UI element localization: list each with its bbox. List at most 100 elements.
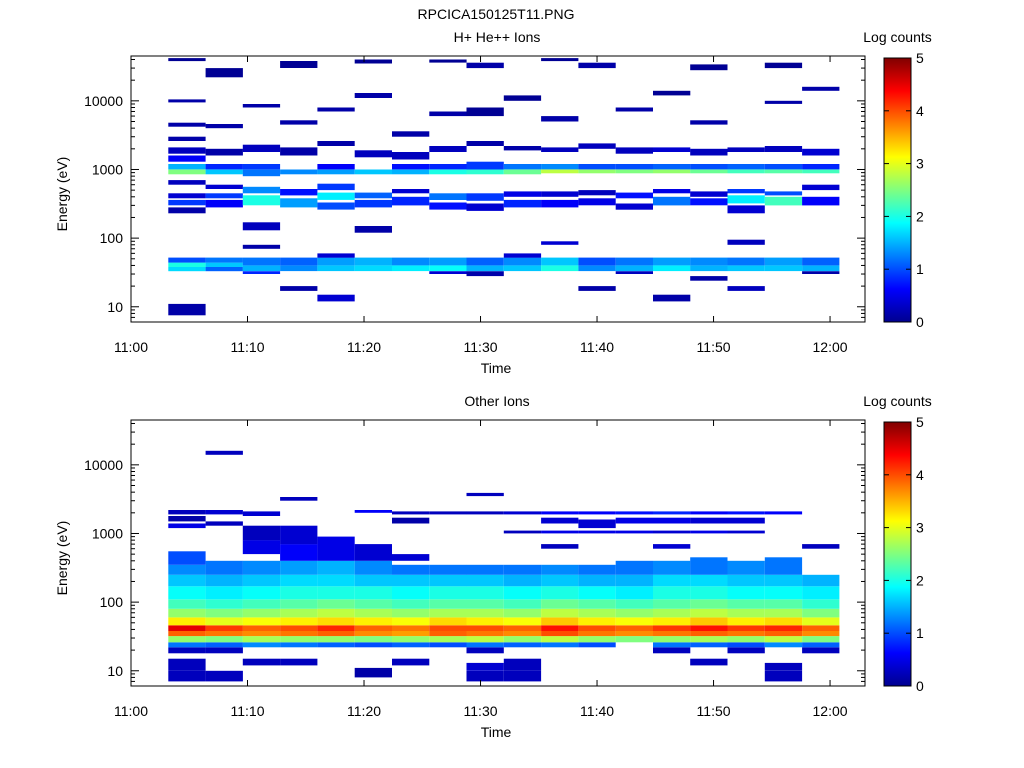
heatmap-cell — [354, 617, 392, 626]
heatmap-cell — [317, 192, 355, 200]
heatmap-cell — [764, 662, 803, 671]
heatmap-cell — [242, 560, 281, 575]
colorbar-tick-label: 1 — [916, 625, 924, 641]
heatmap-cell — [578, 143, 616, 149]
heatmap-cell — [727, 265, 765, 272]
heatmap-cell — [168, 523, 206, 529]
heatmap-cell — [317, 294, 355, 302]
heatmap-cell — [429, 625, 467, 631]
heatmap-cell — [615, 608, 653, 618]
heatmap-cell — [429, 193, 467, 200]
heatmap-cell — [802, 184, 840, 191]
heatmap-cell — [503, 631, 542, 637]
heatmap-cell — [392, 608, 430, 618]
heatmap-cell — [690, 608, 728, 618]
heatmap-cell — [764, 625, 803, 631]
heatmap-cell — [653, 147, 691, 152]
heatmap-cell — [205, 631, 243, 637]
heatmap-cell — [280, 61, 318, 68]
heatmap-cell — [578, 564, 616, 575]
heatmap-cell — [503, 636, 542, 643]
heatmap-cell — [802, 86, 840, 91]
heatmap-cell — [466, 271, 504, 277]
heatmap-cell — [578, 519, 616, 529]
heatmap-cell — [242, 658, 281, 666]
heatmap-cell — [205, 68, 243, 78]
heatmap-cell — [503, 530, 542, 534]
heatmap-cell — [802, 148, 840, 156]
heatmap-cell — [653, 642, 691, 648]
heatmap-cell — [280, 631, 318, 637]
heatmap-cell — [392, 617, 430, 626]
heatmap-cell — [727, 586, 765, 600]
heatmap-cell — [764, 62, 803, 69]
heatmap-cell — [429, 202, 467, 210]
heatmap-cell — [802, 647, 840, 654]
heatmap-cell — [764, 617, 803, 626]
x-tick-label: 12:00 — [813, 703, 848, 719]
heatmap-cell — [653, 517, 691, 524]
heatmap-cell — [280, 586, 318, 600]
heatmap-cell — [168, 586, 206, 600]
heatmap-cell — [354, 265, 392, 272]
heatmap-cell — [764, 511, 803, 515]
heatmap-cell — [205, 642, 243, 648]
heatmap-cell — [280, 265, 318, 272]
heatmap-cell — [690, 120, 728, 125]
heatmap-cell — [541, 544, 579, 549]
heatmap-cell — [354, 192, 392, 199]
heatmap-cell — [541, 164, 579, 170]
heatmap-cell — [205, 647, 243, 654]
heatmap-cell — [764, 196, 803, 206]
heatmap-cell — [541, 169, 579, 174]
heatmap-cell — [429, 636, 467, 643]
heatmap-cell — [727, 631, 765, 637]
heatmap-cell — [578, 198, 616, 206]
heatmap-cell — [280, 198, 318, 208]
heatmap-cell — [503, 670, 542, 682]
heatmap-cell — [429, 574, 467, 587]
heatmap-cell — [168, 608, 206, 618]
heatmap-cell — [615, 192, 653, 199]
heatmap-cell — [690, 164, 728, 170]
heatmap-cell — [503, 164, 542, 170]
heatmap-cell — [168, 122, 206, 127]
heatmap-cell — [392, 189, 430, 194]
heatmap-cell — [578, 642, 616, 648]
heatmap-cell — [615, 107, 653, 112]
heatmap-cell — [764, 636, 803, 643]
heatmap-cell — [615, 636, 653, 643]
heatmap-cell — [466, 193, 504, 201]
heatmap-cell — [578, 636, 616, 643]
heatmap-cell — [615, 617, 653, 626]
heatmap-cell — [615, 164, 653, 170]
heatmap-cell — [690, 586, 728, 600]
heatmap-cell — [317, 599, 355, 609]
heatmap-cell — [168, 257, 206, 263]
heatmap-cell — [354, 560, 392, 575]
heatmap-cell — [578, 599, 616, 609]
heatmap-cell — [242, 244, 281, 249]
heatmap-cell — [764, 146, 803, 152]
heatmap-cell — [727, 625, 765, 631]
heatmap-cell — [317, 183, 355, 191]
heatmap-cell — [503, 574, 542, 587]
heatmap-cell — [690, 276, 728, 281]
heatmap-cell — [503, 191, 542, 197]
heatmap-cell — [690, 557, 728, 575]
heatmap-cell — [429, 59, 467, 63]
heatmap-cell — [354, 631, 392, 637]
heatmap-cell — [727, 257, 765, 266]
heatmap-cell — [727, 286, 765, 291]
heatmap-cell — [727, 147, 765, 152]
heatmap-cell — [727, 636, 765, 643]
heatmap-cell — [578, 511, 616, 515]
heatmap-cell — [280, 625, 318, 631]
heatmap-cell — [354, 586, 392, 600]
heatmap-cell — [168, 169, 206, 175]
heatmap-cell — [168, 303, 206, 316]
heatmap-cell — [615, 265, 653, 272]
heatmap-cell — [317, 625, 355, 631]
heatmap-cell — [205, 599, 243, 609]
heatmap-cell — [317, 164, 355, 170]
